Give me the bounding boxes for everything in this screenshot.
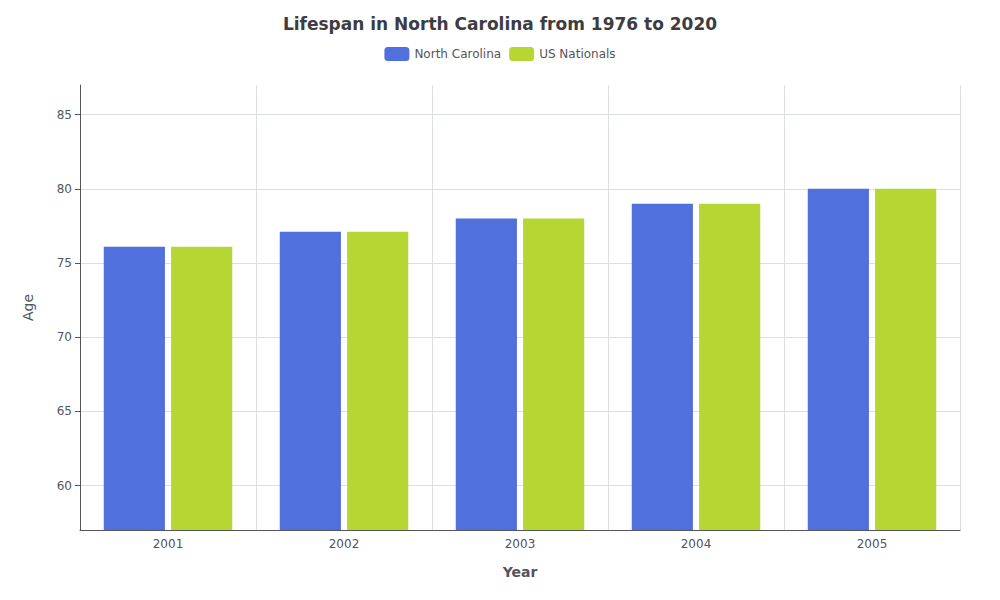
svg-text:Year: Year <box>502 564 538 580</box>
svg-text:75: 75 <box>57 256 72 270</box>
svg-text:65: 65 <box>57 404 72 418</box>
svg-text:Lifespan in North Carolina fro: Lifespan in North Carolina from 1976 to … <box>283 14 717 34</box>
svg-text:2002: 2002 <box>329 537 360 551</box>
svg-text:2004: 2004 <box>681 537 712 551</box>
svg-text:60: 60 <box>57 479 72 493</box>
svg-text:Age: Age <box>20 294 36 321</box>
svg-text:2003: 2003 <box>505 537 536 551</box>
svg-text:80: 80 <box>57 182 72 196</box>
svg-text:2005: 2005 <box>857 537 888 551</box>
svg-text:North Carolina: North Carolina <box>414 47 501 61</box>
svg-text:85: 85 <box>57 108 72 122</box>
svg-text:70: 70 <box>57 330 72 344</box>
svg-text:US Nationals: US Nationals <box>539 47 615 61</box>
svg-text:2001: 2001 <box>153 537 184 551</box>
